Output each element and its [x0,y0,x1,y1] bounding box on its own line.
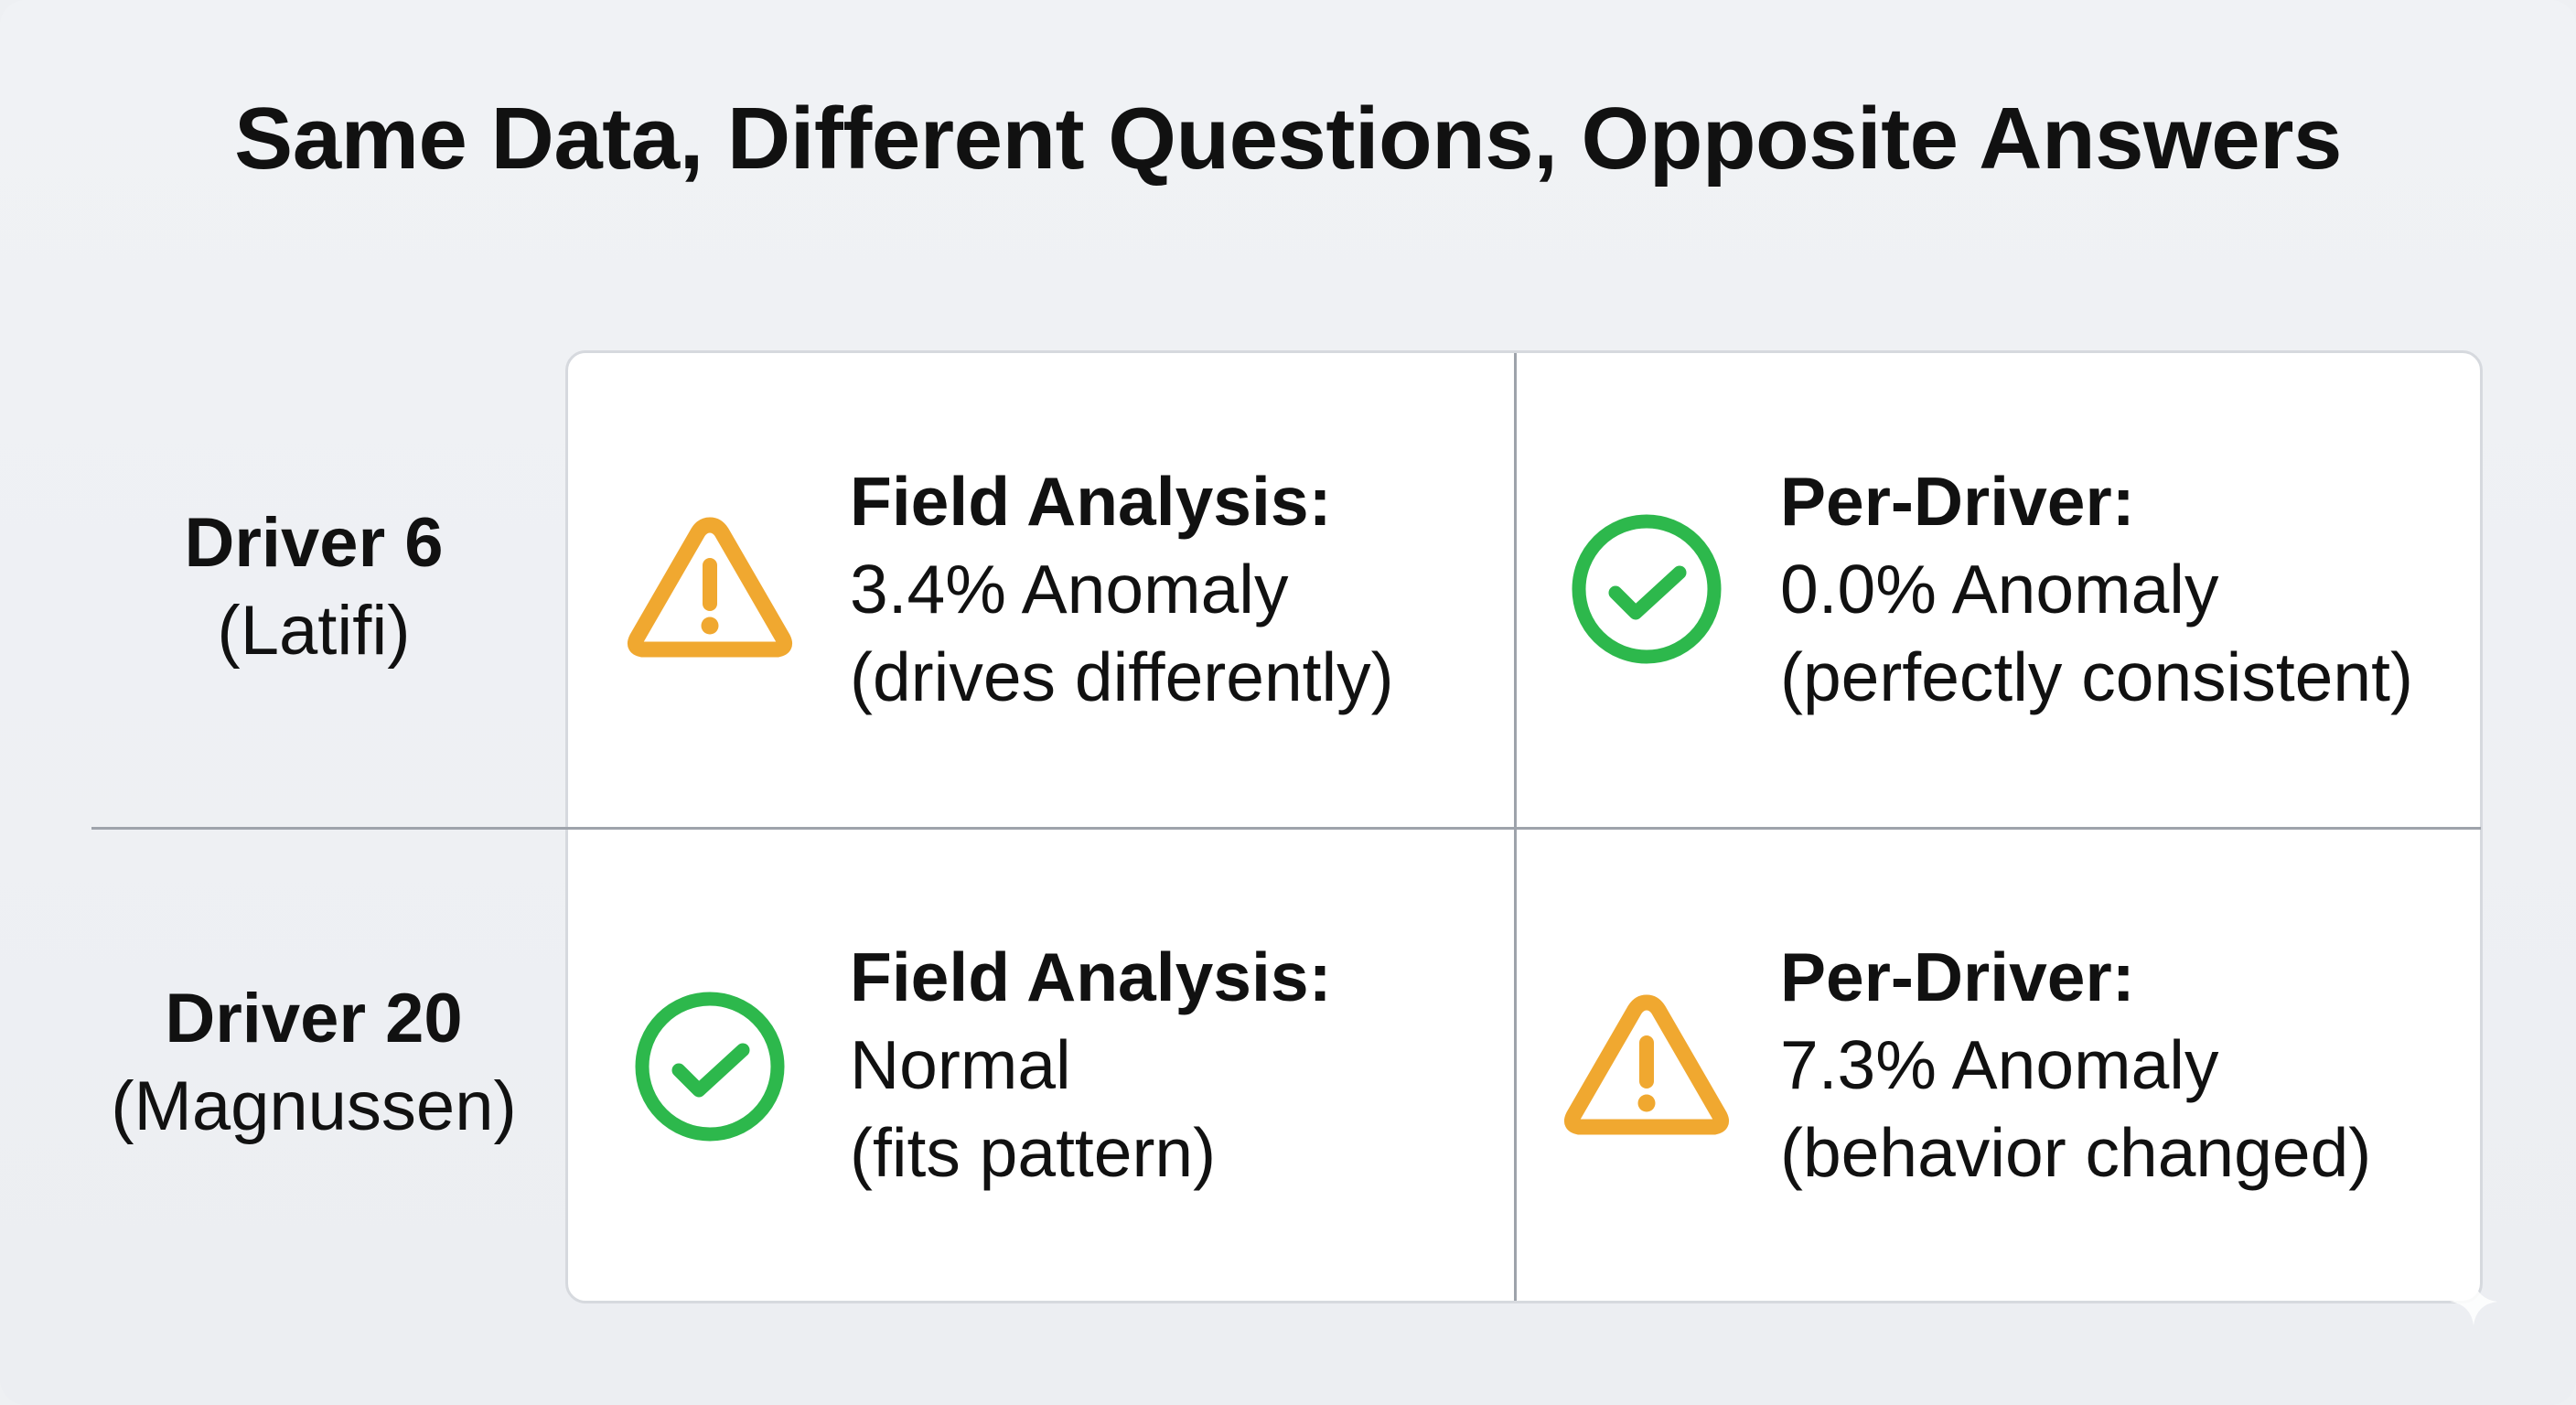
check-circle-icon [633,990,787,1143]
driver-number: Driver 6 [184,504,444,582]
warning-triangle-icon [626,512,794,662]
cell-heading: Per-Driver: [1780,938,2135,1015]
cell-driver6-per-driver: Per-Driver: 0.0% Anomaly (perfectly cons… [1780,457,2413,721]
warning-triangle-icon [1562,990,1731,1140]
cell-note: (perfectly consistent) [1780,638,2413,715]
driver-number: Driver 20 [165,980,463,1057]
diagram-title: Same Data, Different Questions, Opposite… [234,90,2342,188]
cell-driver6-field-analysis: Field Analysis: 3.4% Anomaly (drives dif… [850,457,1394,721]
cell-note: (fits pattern) [850,1114,1217,1191]
cell-value: 3.4% Anomaly [850,551,1289,627]
driver-name: (Latifi) [217,592,411,670]
driver-name: (Magnussen) [111,1067,517,1145]
cell-heading: Field Analysis: [850,463,1332,540]
cell-value: 0.0% Anomaly [1780,551,2219,627]
cell-heading: Per-Driver: [1780,463,2135,540]
cell-value: Normal [850,1026,1071,1103]
check-circle-icon [1570,512,1723,666]
row-label-driver-20: Driver 20 (Magnussen) [91,975,536,1151]
row-label-driver-6: Driver 6 (Latifi) [91,499,536,675]
cell-driver20-field-analysis: Field Analysis: Normal (fits pattern) [850,933,1332,1196]
cell-note: (behavior changed) [1780,1114,2372,1191]
cell-heading: Field Analysis: [850,938,1332,1015]
row-divider [91,827,2481,830]
cell-driver20-per-driver: Per-Driver: 7.3% Anomaly (behavior chang… [1780,933,2371,1196]
sparkle-icon [2450,1278,2497,1325]
cell-value: 7.3% Anomaly [1780,1026,2219,1103]
cell-note: (drives differently) [850,638,1394,715]
